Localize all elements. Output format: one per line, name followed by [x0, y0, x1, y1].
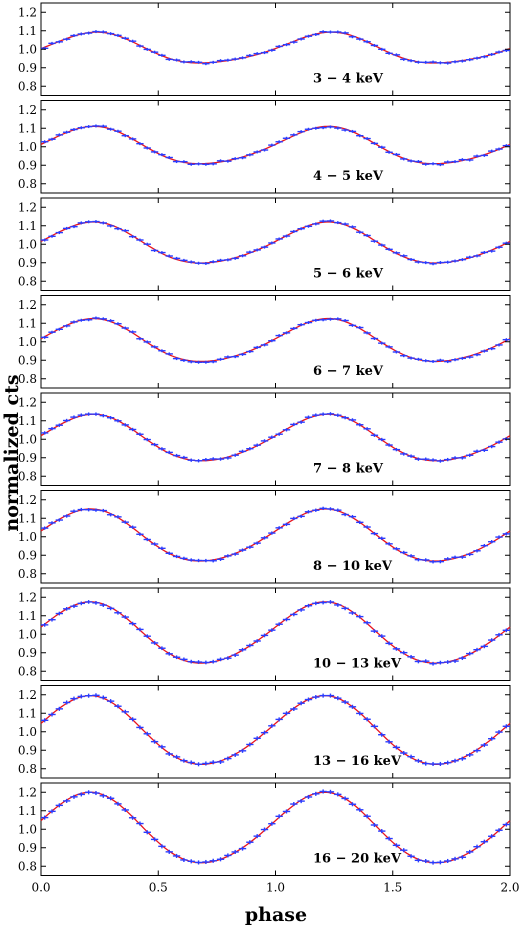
- energy-band-label: 13 − 16 keV: [313, 754, 402, 769]
- model-curve: [40, 694, 511, 765]
- x-tick-label: 1.0: [266, 881, 285, 895]
- panel: 0.8 0.9 1.0 1.1 1.2 16 − 20 keV 0.0 0.5 1.0 1.5 2.…: [18, 782, 520, 895]
- y-tick-label: 1.2: [18, 298, 37, 312]
- y-tick-label: 1.1: [18, 706, 37, 720]
- y-tick-label: 1.0: [18, 335, 37, 349]
- y-tick-label: 0.9: [18, 61, 37, 75]
- y-axis-title: normalized cts: [1, 374, 23, 531]
- model-curve: [40, 508, 511, 562]
- energy-band-label: 10 − 13 keV: [313, 657, 402, 672]
- y-tick-label: 1.2: [18, 785, 37, 799]
- energy-band-label: 16 − 20 keV: [313, 852, 402, 867]
- panel-stack: 0.8 0.9 1.0 1.1 1.2 3 − 4 keV 0.8 0.9 1.0 1.1 1.2 4…: [18, 2, 520, 895]
- panel: 0.8 0.9 1.0 1.1 1.2 13 − 16 keV: [18, 685, 511, 779]
- y-tick-label: 1.2: [18, 590, 37, 604]
- y-tick-label: 0.8: [18, 372, 37, 386]
- y-tick-label: 0.8: [18, 469, 37, 483]
- y-tick-label: 0.8: [18, 859, 37, 873]
- energy-band-label: 5 − 6 keV: [313, 267, 384, 282]
- y-tick-label: 0.9: [18, 743, 37, 757]
- panel: 0.8 0.9 1.0 1.1 1.2 3 − 4 keV: [18, 2, 511, 96]
- y-tick-label: 1.2: [18, 688, 37, 702]
- energy-band-label: 3 − 4 keV: [313, 72, 384, 87]
- panel-frame: [40, 392, 511, 486]
- panel: 0.8 0.9 1.0 1.1 1.2 5 − 6 keV: [18, 197, 511, 291]
- energy-band-label: 4 − 5 keV: [313, 169, 384, 184]
- y-tick-label: 0.8: [18, 79, 37, 93]
- y-tick-label: 1.1: [18, 121, 37, 135]
- y-tick-label: 0.9: [18, 841, 37, 855]
- energy-band-label: 8 − 10 keV: [313, 559, 393, 574]
- y-tick-label: 1.0: [18, 530, 37, 544]
- y-tick-label: 1.1: [18, 609, 37, 623]
- y-tick-label: 1.1: [18, 804, 37, 818]
- y-tick-label: 1.0: [18, 627, 37, 641]
- panel-frame: [40, 295, 511, 389]
- y-tick-label: 0.9: [18, 548, 37, 562]
- y-tick-label: 1.1: [18, 219, 37, 233]
- panel-frame: [40, 100, 511, 194]
- y-tick-label: 0.9: [18, 158, 37, 172]
- panel-frame: [40, 197, 511, 291]
- y-tick-label: 1.1: [18, 414, 37, 428]
- y-tick-label: 1.0: [18, 822, 37, 836]
- x-tick-label: 0.5: [149, 881, 168, 895]
- x-tick-label: 0.0: [31, 881, 50, 895]
- y-tick-label: 0.8: [18, 177, 37, 191]
- y-tick-label: 1.2: [18, 395, 37, 409]
- model-curve: [40, 601, 511, 664]
- panel-frame: [40, 587, 511, 681]
- x-axis-title: phase: [245, 904, 307, 926]
- y-tick-label: 0.9: [18, 353, 37, 367]
- y-tick-label: 1.0: [18, 237, 37, 251]
- model-curve: [40, 791, 511, 864]
- x-tick-label: 1.5: [383, 881, 402, 895]
- x-tick-label: 2.0: [500, 881, 519, 895]
- y-tick-label: 1.0: [18, 432, 37, 446]
- energy-band-label: 6 − 7 keV: [313, 364, 384, 379]
- y-tick-label: 0.8: [18, 762, 37, 776]
- panel: 0.8 0.9 1.0 1.1 1.2 7 − 8 keV: [18, 392, 511, 486]
- y-tick-label: 0.9: [18, 256, 37, 270]
- y-tick-label: 0.8: [18, 567, 37, 581]
- y-tick-label: 0.9: [18, 646, 37, 660]
- y-tick-label: 1.1: [18, 511, 37, 525]
- y-tick-label: 1.2: [18, 103, 37, 117]
- y-tick-label: 1.2: [18, 5, 37, 19]
- y-tick-label: 1.1: [18, 316, 37, 330]
- y-tick-label: 1.1: [18, 24, 37, 38]
- y-tick-label: 1.2: [18, 200, 37, 214]
- y-tick-label: 1.0: [18, 725, 37, 739]
- panel: 0.8 0.9 1.0 1.1 1.2 6 − 7 keV: [18, 295, 511, 389]
- energy-band-label: 7 − 8 keV: [313, 462, 384, 477]
- y-tick-label: 1.2: [18, 493, 37, 507]
- model-curve: [40, 31, 511, 64]
- y-tick-label: 1.0: [18, 140, 37, 154]
- panel: 0.8 0.9 1.0 1.1 1.2 4 − 5 keV: [18, 100, 511, 194]
- y-tick-label: 0.8: [18, 664, 37, 678]
- panel: 0.8 0.9 1.0 1.1 1.2 10 − 13 keV: [18, 587, 511, 681]
- y-tick-label: 0.8: [18, 274, 37, 288]
- y-tick-label: 1.0: [18, 42, 37, 56]
- panel: 0.8 0.9 1.0 1.1 1.2 8 − 10 keV: [18, 490, 511, 584]
- panel-frame: [40, 490, 511, 584]
- y-tick-label: 0.9: [18, 451, 37, 465]
